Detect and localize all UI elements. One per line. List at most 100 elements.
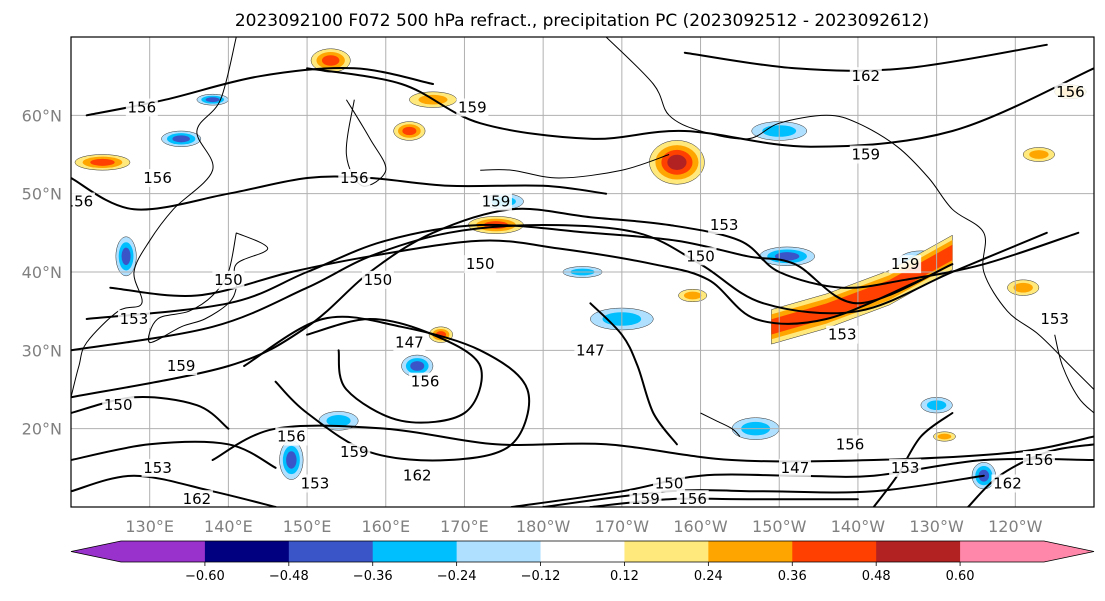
contour-label: 150 — [214, 271, 243, 289]
colorbar-segment — [624, 541, 709, 562]
precip-shell — [121, 247, 131, 266]
coastline-alaska — [605, 37, 1094, 390]
contour-label-bg — [141, 169, 174, 187]
coastline-hawaii — [700, 412, 741, 437]
colorbar-extend-low — [71, 541, 121, 562]
contour-156 — [306, 318, 483, 424]
contour-label: 159 — [851, 146, 880, 164]
contour-label: 156 — [836, 435, 865, 453]
contour-label-bg — [275, 427, 308, 446]
map-frame — [70, 36, 1095, 508]
colorbar-tick-label: −0.36 — [353, 569, 393, 584]
precip-shell — [172, 135, 190, 143]
chart-title: 2023092100 F072 500 hPa refract., precip… — [235, 11, 929, 31]
y-tick-label: 20°N — [22, 420, 62, 439]
contour-label: 147 — [781, 459, 810, 477]
contour-label-bg — [165, 357, 198, 375]
contour-153 — [71, 440, 277, 469]
x-axis-ticks: 130°E 140°E 150°E 160°E 170°E 180°W 170°W 160°W… — [125, 517, 1042, 536]
contour-label: 156 — [411, 373, 440, 391]
contour-label: 156 — [1025, 451, 1054, 469]
contour-label: 162 — [851, 67, 880, 85]
coastline-japan — [147, 232, 269, 344]
contour-label-bg — [479, 192, 512, 211]
coastline-kamchatka — [345, 99, 387, 187]
colorbar-segment — [288, 541, 374, 562]
x-tick-label: 120°W — [988, 517, 1043, 536]
contour-label-bg — [849, 145, 882, 164]
x-tick-label: 130°E — [125, 517, 174, 536]
colorbar-segment — [960, 541, 1045, 562]
x-tick-label: 150°E — [283, 517, 332, 536]
contour-label: 159 — [340, 443, 369, 461]
contour-label: 159 — [891, 255, 920, 273]
contour-153 — [872, 412, 954, 507]
x-tick-label: 130°W — [909, 517, 964, 536]
contour-label: 147 — [576, 341, 605, 359]
contour-159 — [306, 67, 1094, 148]
contour-label-bg — [708, 216, 741, 234]
contour-147 — [589, 302, 678, 446]
contour-156 — [71, 224, 1048, 352]
contour-label: 156 — [1056, 83, 1085, 101]
contour-label-bg — [117, 310, 150, 328]
contour-156 — [71, 175, 608, 211]
contour-156 — [967, 443, 1094, 507]
contour-label-bg — [1054, 82, 1087, 101]
coastline-aleutians — [480, 154, 670, 179]
x-tick-label: 160°E — [361, 517, 410, 536]
x-tick-label: 140°E — [204, 517, 253, 536]
contour-label-bg — [212, 270, 245, 289]
precip-region — [310, 48, 351, 73]
colorbar-segment — [372, 541, 458, 562]
precip-region — [196, 93, 229, 106]
contour-label-bg — [456, 98, 489, 117]
contour-159 — [71, 207, 1080, 399]
contour-label-bg — [653, 474, 686, 493]
contour-label-bg — [684, 247, 717, 266]
contour-label-bg — [889, 458, 922, 477]
precip-shell — [1029, 150, 1049, 159]
contour-label: 153 — [120, 310, 149, 328]
contour-label-bg — [409, 372, 442, 391]
contour-label: 156 — [340, 169, 369, 187]
contour-label: 156 — [678, 490, 707, 508]
y-tick-label: 50°N — [22, 185, 62, 204]
contour-label-bg — [338, 169, 371, 187]
contour-label-bg — [125, 98, 158, 117]
precip-region — [1022, 147, 1055, 162]
x-tick-label: 140°W — [831, 517, 886, 536]
precip-shell — [402, 126, 417, 136]
colorbar: −0.60 −0.48 −0.36 −0.24 −0.12 0.12 0.24 0.36 0.4… — [70, 540, 1095, 584]
colorbar-segment — [204, 541, 290, 562]
contour-label-bg — [102, 396, 135, 415]
contour-label: 156 — [65, 193, 94, 211]
contour-159 — [243, 315, 531, 462]
contour-label-bg — [298, 474, 331, 493]
contour-label-bg — [141, 458, 174, 477]
precip-shell — [937, 433, 952, 440]
contour-label-bg — [1022, 451, 1055, 469]
precip-region — [279, 440, 304, 480]
contour-label: 156 — [128, 99, 157, 117]
precip-region — [74, 154, 131, 171]
contour-label-bg — [338, 443, 371, 462]
colorbar-tick-label: 0.48 — [862, 569, 891, 584]
contour-label-bg — [849, 67, 882, 86]
precip-shell — [321, 55, 340, 66]
contour-label: 153 — [828, 326, 857, 344]
colorbar-tick-label: −0.12 — [521, 569, 561, 584]
contour-label-bg — [180, 490, 213, 507]
contour-label: 150 — [686, 247, 715, 265]
y-tick-label: 60°N — [22, 106, 62, 125]
contour-label-bg — [1038, 310, 1071, 328]
coastline-asia-east-coast — [71, 37, 237, 398]
y-tick-label: 40°N — [22, 263, 62, 282]
colorbar-segment — [540, 541, 625, 562]
contour-label: 159 — [482, 193, 511, 211]
colorbar-tick-label: 0.24 — [694, 569, 723, 584]
x-tick-label: 170°W — [595, 517, 650, 536]
coastlines — [71, 37, 1094, 437]
contour-162 — [211, 424, 1094, 463]
